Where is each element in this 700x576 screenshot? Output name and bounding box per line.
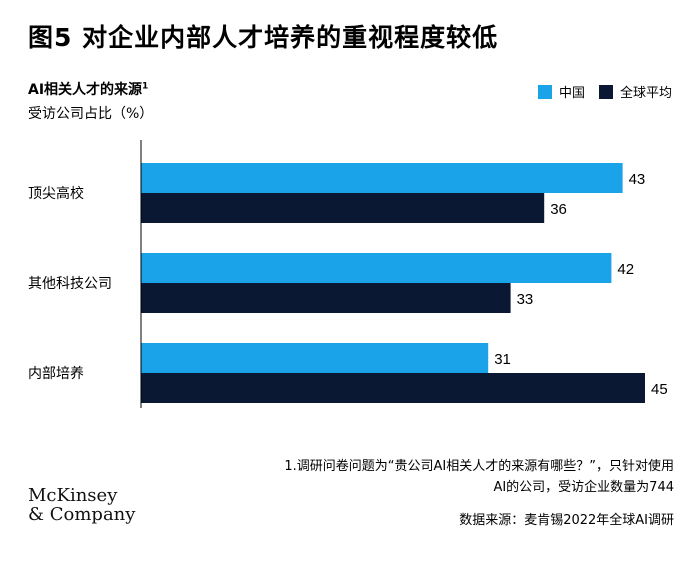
- footnote-line-2: AI的公司，受访企业数量为744: [493, 480, 674, 495]
- chart-title: 图5 对企业内部人才培养的重视程度较低: [28, 23, 499, 52]
- legend-item-china: 中国: [537, 82, 585, 101]
- legend-item-global: 全球平均: [598, 82, 672, 101]
- bar: [141, 283, 511, 313]
- category-label: 其他科技公司: [28, 276, 112, 292]
- data-label: 42: [617, 261, 634, 278]
- bar-chart: 顶尖高校 43 36 其他科技公司 42 33 内部培养 31 45: [28, 140, 668, 408]
- logo-line-2: & Company: [28, 504, 136, 525]
- data-label: 33: [517, 291, 534, 308]
- bar: [141, 343, 489, 373]
- data-label: 36: [550, 201, 567, 218]
- bar: [141, 163, 623, 193]
- footnote: 1.调研问卷问题为“贵公司AI相关人才的来源有哪些？”，只针对使用 AI的公司，…: [284, 456, 674, 498]
- logo-line-1: McKinsey: [28, 485, 118, 506]
- legend-label-china: 中国: [558, 86, 585, 101]
- legend: 中国 全球平均: [524, 82, 672, 101]
- legend-swatch-global: [598, 84, 613, 99]
- footnote-marker: 1: [142, 81, 149, 92]
- data-label: 43: [629, 171, 646, 188]
- bar: [141, 253, 612, 283]
- footnote-line-1: 1.调研问卷问题为“贵公司AI相关人才的来源有哪些？”，只针对使用: [284, 459, 674, 474]
- data-label: 45: [651, 381, 668, 398]
- bar: [141, 373, 645, 403]
- chart-subtitle: AI相关人才的来源1: [28, 79, 148, 99]
- data-label: 31: [494, 351, 511, 368]
- category-label: 内部培养: [28, 366, 84, 382]
- bar: [141, 193, 545, 223]
- mckinsey-logo: McKinsey & Company: [28, 486, 135, 524]
- legend-swatch-china: [537, 84, 552, 99]
- subtitle-text: AI相关人才的来源: [28, 82, 143, 98]
- category-label: 顶尖高校: [28, 185, 84, 202]
- data-source: 数据来源：麦肯锡2022年全球AI调研: [459, 513, 674, 528]
- unit-label: 受访公司占比（%）: [28, 106, 154, 122]
- legend-label-global: 全球平均: [619, 86, 672, 101]
